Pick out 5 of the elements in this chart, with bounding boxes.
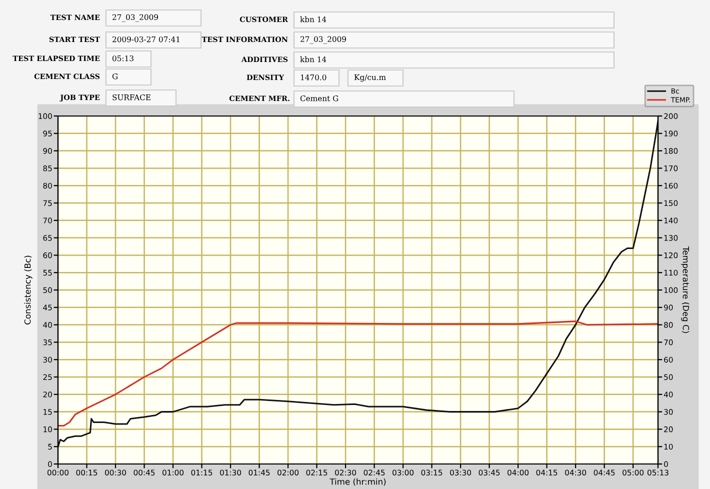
y-axis-title: Consistency (Bc)	[24, 256, 32, 324]
line-series	[58, 320, 658, 426]
line-series	[58, 120, 658, 448]
y2-axis-title: Temperature (Deg C)	[681, 246, 690, 333]
x-axis-title: Time (hr:min)	[330, 478, 386, 486]
